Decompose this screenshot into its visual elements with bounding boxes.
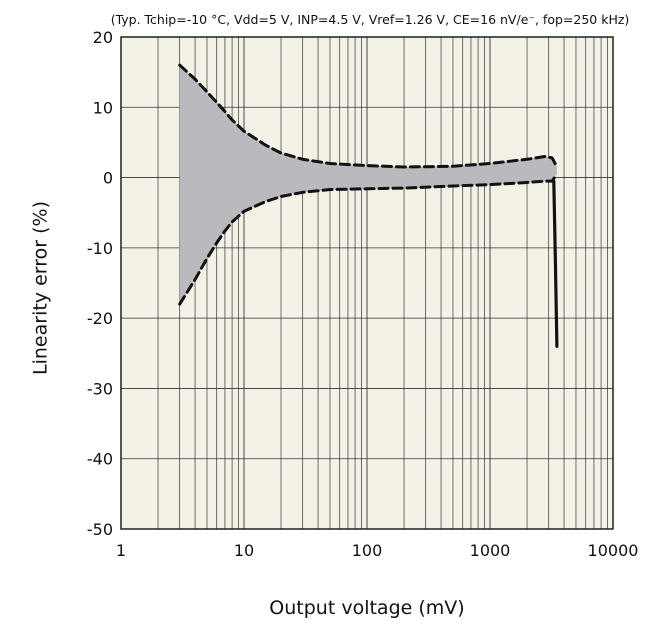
series-line-3 xyxy=(552,179,559,348)
x-tick-label: 10000 xyxy=(588,541,639,560)
y-tick-label: 0 xyxy=(103,169,113,188)
y-tick-label: -20 xyxy=(87,309,113,328)
series-line-2 xyxy=(178,172,559,306)
y-tick-label: -50 xyxy=(87,520,113,539)
y-tick-label: -30 xyxy=(87,379,113,398)
x-axis-title: Output voltage (mV) xyxy=(269,597,464,619)
y-axis-title: Linearity error (%) xyxy=(30,201,52,375)
x-tick-labels: 1 10 100 1000 10000 xyxy=(116,541,639,560)
y-tick-labels: 20 10 0 -10 -20 -30 -40 -50 xyxy=(87,28,113,539)
x-tick-label: 10 xyxy=(234,541,254,560)
y-tick-label: -10 xyxy=(87,239,113,258)
x-tick-label: 1000 xyxy=(470,541,511,560)
series-layer xyxy=(178,63,559,348)
error-band xyxy=(179,65,557,305)
y-tick-label: 20 xyxy=(93,28,113,47)
chart-subtitle: (Typ. Tchip=-10 °C, Vdd=5 V, INP=4.5 V, … xyxy=(111,12,630,27)
x-tick-label: 100 xyxy=(352,541,383,560)
y-tick-label: -40 xyxy=(87,450,113,469)
plot-frame xyxy=(120,36,614,530)
x-tick-label: 1 xyxy=(116,541,126,560)
series-line-1 xyxy=(178,63,559,169)
y-tick-label: 10 xyxy=(93,98,113,117)
